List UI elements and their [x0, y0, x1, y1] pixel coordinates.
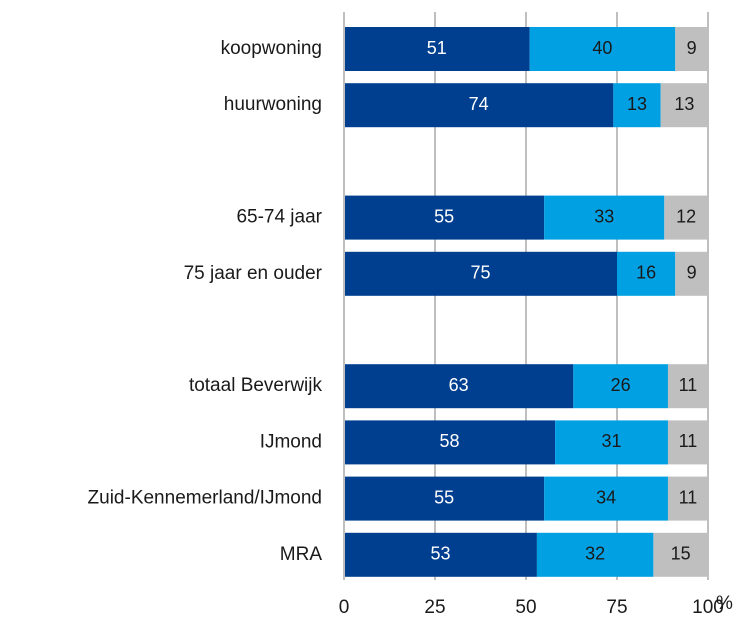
y-tick-label: 75 jaar en ouder	[184, 263, 323, 284]
y-tick-label: koopwoning	[221, 38, 322, 59]
bar-segment	[544, 476, 668, 521]
bar-segment	[617, 251, 676, 296]
x-tick-label: 75	[606, 597, 627, 618]
data-label: 75	[470, 263, 490, 283]
data-label: 12	[676, 206, 696, 226]
x-tick-label: 0	[339, 597, 350, 618]
bar-segment	[544, 195, 665, 240]
data-label: 16	[636, 263, 656, 283]
data-label: 13	[627, 94, 647, 114]
x-tick-label: 25	[424, 597, 445, 618]
bar-segment	[344, 420, 556, 465]
bar-segment	[344, 364, 574, 409]
bar-segment	[555, 420, 668, 465]
data-label: 55	[434, 487, 454, 507]
bar-segment	[573, 364, 668, 409]
bar-segment	[660, 83, 708, 128]
bar-segment	[675, 27, 708, 71]
bar-segment	[653, 532, 708, 577]
data-label: 13	[674, 94, 694, 114]
data-label: 63	[449, 375, 469, 395]
bar-segment	[667, 420, 708, 465]
data-label: 11	[679, 375, 698, 395]
y-tick-label: totaal Beverwijk	[189, 375, 323, 396]
bar-segment	[664, 195, 708, 240]
bar-segment	[613, 83, 661, 128]
data-label: 34	[596, 487, 616, 507]
bar-segment	[536, 532, 654, 577]
y-tick-label: 65-74 jaar	[236, 207, 322, 228]
y-tick-label: MRA	[280, 544, 323, 565]
data-label: 15	[671, 544, 691, 564]
data-label: 31	[602, 431, 622, 451]
data-label: 26	[611, 375, 631, 395]
bar-segment	[344, 83, 614, 128]
data-label: 32	[585, 544, 605, 564]
data-label: 9	[687, 38, 697, 58]
data-label: 51	[427, 38, 447, 58]
data-label: 58	[440, 431, 460, 451]
bar-segment	[344, 195, 545, 240]
y-tick-label: huurwoning	[224, 94, 322, 115]
data-label: 11	[679, 487, 698, 507]
bar-segment	[344, 532, 537, 577]
data-label: 33	[594, 206, 614, 226]
data-label: 40	[592, 38, 612, 58]
bar-segment	[675, 251, 708, 296]
x-tick-label: 50	[515, 597, 536, 618]
bar-segment	[667, 364, 708, 409]
bar-segment	[344, 476, 545, 521]
data-label: 11	[679, 431, 698, 451]
y-tick-label: Zuid-Kennemerland/IJmond	[88, 488, 322, 509]
data-label: 9	[687, 263, 697, 283]
bar-segment	[667, 476, 708, 521]
bar-segment	[529, 27, 676, 71]
x-axis-label: %	[716, 593, 733, 614]
data-label: 74	[469, 94, 489, 114]
bar-segment	[344, 251, 617, 296]
data-label: 53	[430, 544, 450, 564]
bar-segment	[344, 27, 530, 71]
y-tick-label: IJmond	[260, 431, 322, 452]
data-label: 55	[434, 206, 454, 226]
x-tick-label: 100	[692, 597, 724, 618]
